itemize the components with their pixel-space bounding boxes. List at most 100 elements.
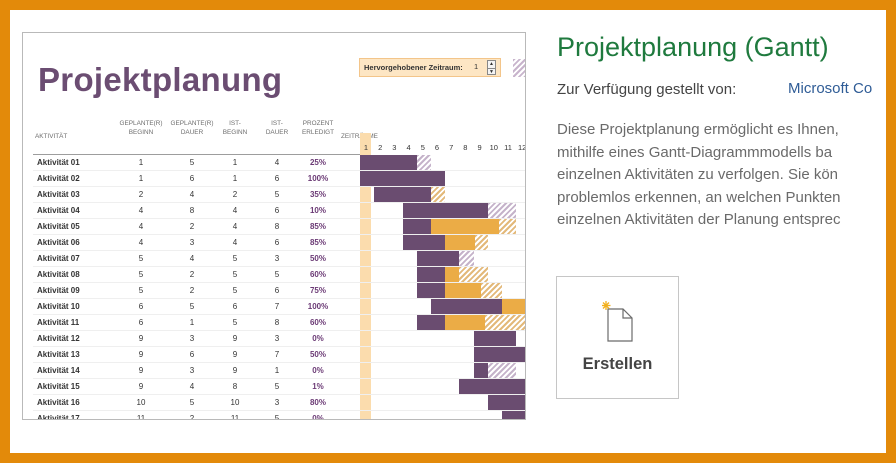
period-number: 5 xyxy=(420,143,425,152)
table-row: Aktivität 06 4 3 4 6 85% xyxy=(33,235,525,251)
table-row: Aktivität 14 9 3 9 1 0% xyxy=(33,363,525,379)
activity-name: Aktivität 12 xyxy=(37,334,80,343)
table-row: Aktivität 08 5 2 5 5 60% xyxy=(33,267,525,283)
sheet-title: Projektplanung xyxy=(38,61,283,98)
value-cell: 1 xyxy=(232,174,238,183)
value-cell: 5 xyxy=(189,302,195,311)
value-cell: 4 xyxy=(189,382,195,391)
actual-bar xyxy=(360,171,446,186)
overrun-bar xyxy=(445,235,475,250)
table-row: Aktivität 02 1 6 1 6 100% xyxy=(33,171,525,187)
header-percent-done: PROZENT ERLEDIGT xyxy=(302,120,334,136)
overrun-bar xyxy=(445,283,481,298)
table-row: Aktivität 12 9 3 9 3 0% xyxy=(33,331,525,347)
activity-name: Aktivität 08 xyxy=(37,270,80,279)
table-row: Aktivität 01 1 5 1 4 25% xyxy=(33,155,525,171)
value-cell: 9 xyxy=(232,366,238,375)
description-line: problemlos erkennen, an welchen Punkten xyxy=(557,188,841,206)
value-cell: 9 xyxy=(138,350,144,359)
value-cell: 2 xyxy=(189,222,195,231)
value-cell: 3 xyxy=(189,366,195,375)
value-cell: 10 xyxy=(136,398,146,407)
legend-plan-swatch xyxy=(513,59,525,77)
highlight-period-label: Hervorgehobener Zeitraum: xyxy=(364,63,463,72)
header-periods: ZEITRÄUME xyxy=(341,132,385,141)
value-cell: 5 xyxy=(189,158,195,167)
percent-cell: 60% xyxy=(309,318,326,327)
percent-cell: 0% xyxy=(312,366,324,375)
highlight-period-control: Hervorgehobener Zeitraum: 1 ▲ ▼ xyxy=(359,58,501,77)
provider-label: Zur Verfügung gestellt von: xyxy=(557,81,737,98)
table-row: Aktivität 04 4 8 4 6 10% xyxy=(33,203,525,219)
create-label: Erstellen xyxy=(582,355,653,373)
activity-name: Aktivität 11 xyxy=(37,318,80,327)
value-cell: 5 xyxy=(274,382,280,391)
actual-bar xyxy=(431,299,502,314)
period-number: 11 xyxy=(504,143,512,152)
value-cell: 6 xyxy=(138,318,144,327)
percent-cell: 50% xyxy=(309,254,326,263)
actual-bar xyxy=(459,379,525,394)
table-row: Aktivität 13 9 6 9 7 50% xyxy=(33,347,525,363)
overrun-remaining-bar xyxy=(484,315,525,330)
value-cell: 2 xyxy=(189,270,195,279)
table-row: Aktivität 10 6 5 6 7 100% xyxy=(33,299,525,315)
activity-name: Aktivität 17 xyxy=(37,414,80,420)
activity-name: Aktivität 05 xyxy=(37,222,80,231)
header-actual-start: IST- BEGINN xyxy=(222,120,248,136)
value-cell: 4 xyxy=(232,238,238,247)
percent-cell: 0% xyxy=(312,334,324,343)
table-row: Aktivität 11 6 1 5 8 60% xyxy=(33,315,525,331)
value-cell: 9 xyxy=(138,382,144,391)
value-cell: 5 xyxy=(232,270,238,279)
activity-name: Aktivität 15 xyxy=(37,382,80,391)
create-button[interactable]: Erstellen xyxy=(556,276,679,399)
table-row: Aktivität 17 11 2 11 5 0% xyxy=(33,411,525,420)
description-line: Diese Projektplanung ermöglicht es Ihnen… xyxy=(557,121,839,138)
table-row: Aktivität 05 4 2 4 8 85% xyxy=(33,219,525,235)
percent-cell: 100% xyxy=(307,302,329,311)
percent-cell: 85% xyxy=(309,222,326,231)
spin-down-icon: ▼ xyxy=(488,68,495,75)
period-number: 10 xyxy=(489,143,498,152)
percent-cell: 60% xyxy=(309,270,326,279)
percent-cell: 25% xyxy=(309,158,326,167)
value-cell: 4 xyxy=(232,222,238,231)
actual-bar xyxy=(402,235,446,250)
value-cell: 11 xyxy=(230,414,240,420)
header-actual-duration: IST- DAUER xyxy=(265,120,289,136)
template-title: Projektplanung (Gantt) xyxy=(557,32,829,62)
header-plan-start: GEPLANTE(R) BEGINN xyxy=(119,120,163,136)
value-cell: 6 xyxy=(274,286,280,295)
percent-cell: 85% xyxy=(309,238,326,247)
table-row: Aktivität 07 5 4 5 3 50% xyxy=(33,251,525,267)
value-cell: 2 xyxy=(189,286,195,295)
header-activity: AKTIVITÄT xyxy=(35,133,68,140)
percent-cell: 0% xyxy=(312,414,324,420)
actual-bar xyxy=(374,187,431,202)
activity-name: Aktivität 07 xyxy=(37,254,80,263)
period-number: 2 xyxy=(378,143,383,152)
period-number: 6 xyxy=(434,143,440,152)
period-number: 3 xyxy=(392,143,397,152)
activity-name: Aktivität 10 xyxy=(37,302,80,311)
overrun-bar xyxy=(445,315,485,330)
actual-bar xyxy=(487,395,525,410)
value-cell: 3 xyxy=(274,254,280,263)
actual-bar xyxy=(416,315,446,330)
percent-cell: 50% xyxy=(309,350,326,359)
activity-name: Aktivität 06 xyxy=(37,238,80,247)
value-cell: 6 xyxy=(274,174,280,183)
percent-cell: 75% xyxy=(309,286,326,295)
actual-bar xyxy=(473,331,517,346)
spin-up-icon: ▲ xyxy=(489,61,494,67)
provider-link[interactable]: Microsoft Co xyxy=(788,80,873,97)
value-cell: 6 xyxy=(138,302,144,311)
period-number: 9 xyxy=(477,143,482,152)
value-cell: 6 xyxy=(274,206,280,215)
description-line: mithilfe eines Gantt-Diagrammmodells ba xyxy=(557,143,833,161)
overrun-remaining-bar xyxy=(459,267,488,282)
value-cell: 4 xyxy=(274,158,280,167)
value-cell: 4 xyxy=(189,254,195,263)
value-cell: 1 xyxy=(232,158,238,167)
